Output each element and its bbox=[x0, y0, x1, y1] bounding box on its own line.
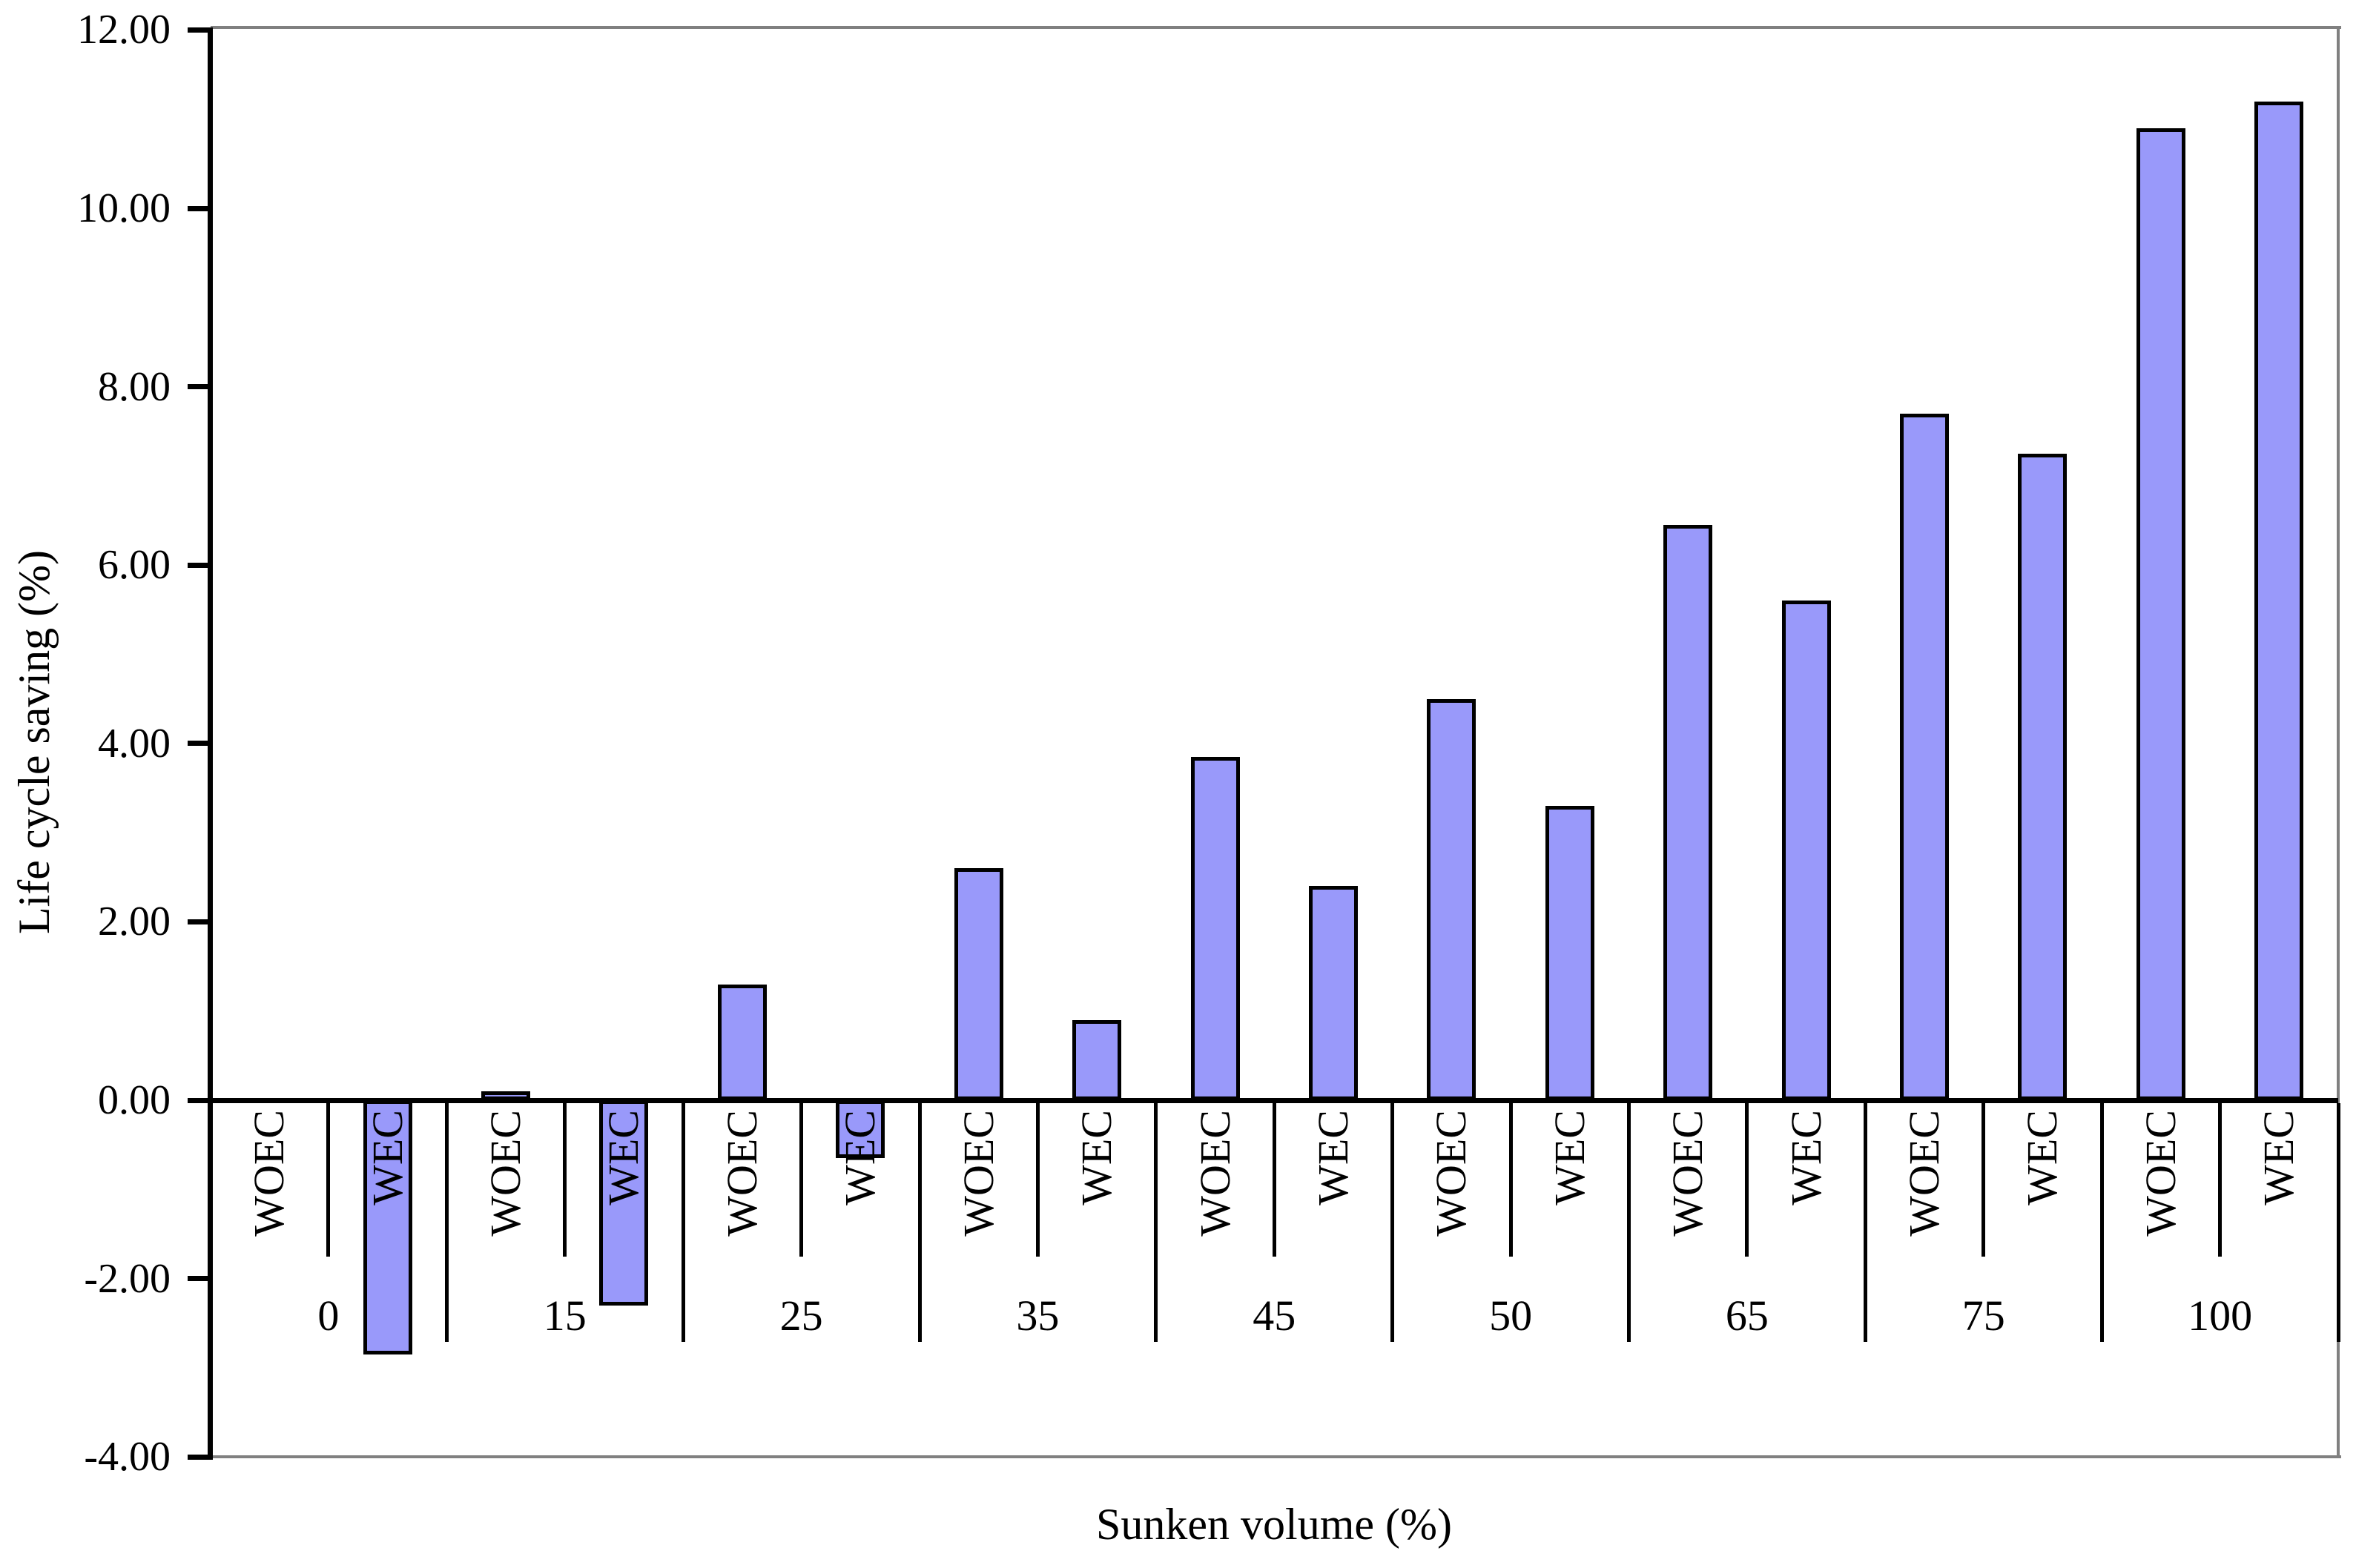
group-label-45: 45 bbox=[1253, 1291, 1296, 1340]
y-tick-mark bbox=[188, 741, 210, 747]
group-label-50: 50 bbox=[1489, 1291, 1533, 1340]
y-tick-label: 4.00 bbox=[98, 720, 171, 767]
bar-45-wec bbox=[1308, 886, 1358, 1100]
plot-border-top bbox=[210, 26, 2341, 29]
y-tick-mark bbox=[188, 384, 210, 390]
category-tick bbox=[1508, 1102, 1513, 1257]
group-label-100: 100 bbox=[2188, 1291, 2253, 1340]
category-tick bbox=[799, 1102, 804, 1257]
category-group-separator bbox=[2336, 1102, 2340, 1342]
category-label-50-wec: WEC bbox=[1545, 1110, 1594, 1205]
y-tick-mark bbox=[188, 1097, 210, 1103]
category-tick bbox=[2218, 1102, 2223, 1257]
group-label-65: 65 bbox=[1725, 1291, 1769, 1340]
category-label-50-woec: WOEC bbox=[1427, 1110, 1476, 1237]
bar-75-woec bbox=[1900, 413, 1950, 1100]
plot-border-right bbox=[2337, 26, 2340, 1458]
bar-25-woec bbox=[717, 984, 767, 1100]
y-tick-mark bbox=[188, 205, 210, 211]
bar-75-wec bbox=[2018, 453, 2068, 1100]
category-tick bbox=[1272, 1102, 1276, 1257]
category-label-0-woec: WOEC bbox=[245, 1110, 294, 1237]
bar-0-wec bbox=[363, 1100, 412, 1354]
y-tick-label: 10.00 bbox=[77, 185, 171, 231]
group-label-25: 25 bbox=[779, 1291, 823, 1340]
y-tick-label: 12.00 bbox=[77, 7, 171, 53]
category-tick bbox=[563, 1102, 567, 1257]
bar-100-woec bbox=[2136, 128, 2185, 1100]
category-tick bbox=[1035, 1102, 1040, 1257]
category-label-75-wec: WEC bbox=[2018, 1110, 2067, 1205]
bar-65-woec bbox=[1663, 525, 1713, 1100]
bar-100-wec bbox=[2254, 101, 2304, 1100]
category-label-25-woec: WOEC bbox=[717, 1110, 766, 1237]
category-group-separator bbox=[1390, 1102, 1395, 1342]
category-label-100-woec: WOEC bbox=[2136, 1110, 2185, 1237]
y-tick-label: -4.00 bbox=[84, 1434, 171, 1481]
category-tick bbox=[1745, 1102, 1749, 1257]
category-label-45-woec: WOEC bbox=[1190, 1110, 1239, 1237]
y-tick-label: 6.00 bbox=[98, 542, 171, 589]
y-tick-mark bbox=[188, 919, 210, 924]
category-group-separator bbox=[444, 1102, 449, 1342]
category-label-100-wec: WEC bbox=[2254, 1110, 2303, 1205]
y-tick-label: 0.00 bbox=[98, 1077, 171, 1123]
category-label-35-woec: WOEC bbox=[954, 1110, 1003, 1237]
category-group-separator bbox=[1627, 1102, 1631, 1342]
y-tick-label: -2.00 bbox=[84, 1255, 171, 1302]
bar-15-wec bbox=[599, 1100, 649, 1306]
category-label-15-wec: WEC bbox=[599, 1110, 648, 1205]
bar-65-wec bbox=[1781, 601, 1831, 1100]
category-group-separator bbox=[681, 1102, 685, 1342]
y-tick-label: 8.00 bbox=[98, 363, 171, 410]
y-tick-mark bbox=[188, 562, 210, 568]
category-label-0-wec: WEC bbox=[363, 1110, 412, 1205]
y-tick-mark bbox=[188, 1454, 210, 1460]
category-label-25-wec: WEC bbox=[836, 1110, 885, 1205]
x-axis-zero-line bbox=[210, 1097, 2338, 1103]
category-label-15-woec: WOEC bbox=[481, 1110, 530, 1237]
group-label-35: 35 bbox=[1016, 1291, 1060, 1340]
group-label-75: 75 bbox=[1961, 1291, 2005, 1340]
category-tick bbox=[1982, 1102, 1986, 1257]
category-group-separator bbox=[2099, 1102, 2104, 1342]
y-axis-line bbox=[208, 27, 213, 1460]
category-tick bbox=[326, 1102, 331, 1257]
y-tick-mark bbox=[188, 1276, 210, 1282]
category-label-35-wec: WEC bbox=[1072, 1110, 1121, 1205]
category-group-separator bbox=[917, 1102, 922, 1342]
bar-45-woec bbox=[1190, 756, 1240, 1100]
bar-50-wec bbox=[1545, 806, 1594, 1100]
group-label-0: 0 bbox=[317, 1291, 340, 1340]
y-tick-mark bbox=[188, 27, 210, 33]
bar-50-woec bbox=[1427, 698, 1476, 1100]
category-label-65-woec: WOEC bbox=[1663, 1110, 1712, 1237]
y-tick-label: 2.00 bbox=[98, 899, 171, 945]
category-label-65-wec: WEC bbox=[1781, 1110, 1830, 1205]
bar-35-wec bbox=[1072, 1019, 1122, 1100]
category-group-separator bbox=[1154, 1102, 1158, 1342]
plot-border-bottom bbox=[210, 1455, 2341, 1458]
x-axis-title: Sunken volume (%) bbox=[1096, 1500, 1452, 1549]
category-label-45-wec: WEC bbox=[1308, 1110, 1357, 1205]
bar-35-woec bbox=[954, 868, 1003, 1100]
category-label-75-woec: WOEC bbox=[1900, 1110, 1949, 1237]
category-group-separator bbox=[1863, 1102, 1867, 1342]
group-label-15: 15 bbox=[543, 1291, 587, 1340]
